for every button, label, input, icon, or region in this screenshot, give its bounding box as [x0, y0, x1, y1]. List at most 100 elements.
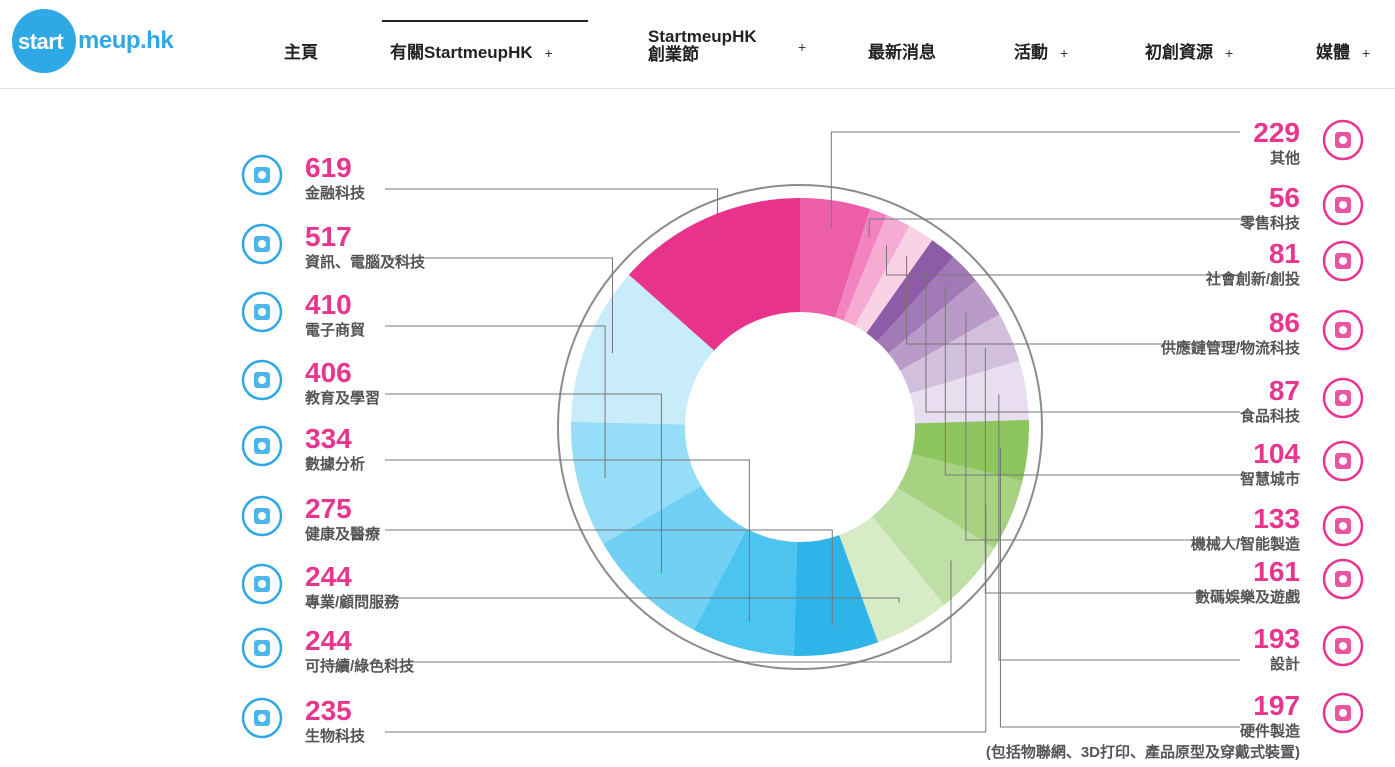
- connector-line-10: [385, 505, 987, 733]
- nav-home[interactable]: 主頁: [284, 38, 318, 63]
- plus-icon[interactable]: +: [1362, 45, 1371, 61]
- supply-chain-icon: [1322, 309, 1364, 351]
- connector-line-0: [830, 131, 1240, 228]
- connector-line-12: [385, 597, 900, 603]
- nav-festival[interactable]: StartmeupHK 創業節 +: [648, 27, 806, 64]
- donut-slice-12: [839, 516, 945, 643]
- category-label: 健康及醫療: [305, 525, 381, 543]
- donut-slice-4: [866, 240, 954, 342]
- ecommerce-flow-icon: [241, 291, 283, 333]
- plus-icon[interactable]: +: [1060, 45, 1069, 61]
- category-label: 智慧城市: [1240, 470, 1300, 488]
- connector-line-5: [944, 287, 1240, 476]
- donut-slice-9: [911, 419, 1029, 481]
- value-label: 161: [1253, 556, 1300, 587]
- value-label: 86: [1269, 307, 1300, 338]
- connector-line-4: [925, 269, 1240, 413]
- donut-slice-2: [843, 215, 910, 327]
- graduation-certificate-icon: [241, 359, 283, 401]
- category-sublabel: (包括物聯網、3D打印、產品原型及穿戴式裝置): [986, 743, 1300, 761]
- donut-slice-18: [628, 198, 800, 351]
- donut-slice-1: [835, 209, 887, 321]
- donut-slice-6: [888, 280, 1000, 371]
- category-label: 數碼娛樂及遊戲: [1195, 588, 1301, 606]
- connector-line-6: [965, 312, 1240, 541]
- active-nav-indicator: [382, 20, 588, 22]
- logo-circle: [12, 9, 76, 73]
- nav-media[interactable]: 媒體 +: [1316, 38, 1370, 63]
- outer-ring: [557, 184, 1043, 670]
- category-label: 零售科技: [1239, 214, 1301, 232]
- category-label: 金融科技: [304, 184, 366, 202]
- value-label: 229: [1253, 117, 1300, 148]
- smart-city-icon: [1322, 440, 1364, 482]
- atom-icon: [241, 697, 283, 739]
- connector-line-17: [385, 257, 613, 354]
- nav-festival-label-1: StartmeupHK: [648, 27, 757, 46]
- plant-flask-icon: [241, 627, 283, 669]
- donut-slice-0: [800, 198, 871, 318]
- plus-icon[interactable]: +: [798, 39, 807, 55]
- connector-line-8: [998, 394, 1240, 661]
- donut-slice-3: [855, 225, 933, 334]
- value-label: 104: [1253, 438, 1300, 469]
- connector-line-13: [385, 529, 833, 626]
- value-label: 517: [305, 221, 352, 252]
- globe-icon: [1322, 119, 1364, 161]
- value-label: 619: [305, 152, 352, 183]
- nav-news[interactable]: 最新消息: [868, 38, 936, 63]
- category-label: 機械人/智能製造: [1191, 535, 1300, 553]
- value-label: 244: [305, 561, 352, 592]
- nav-home-label: 主頁: [284, 43, 318, 62]
- connector-line-15: [385, 393, 662, 574]
- logo-text-meup: meup.hk: [78, 27, 174, 54]
- connector-line-18: [385, 188, 719, 244]
- nav-news-label: 最新消息: [868, 43, 936, 62]
- category-label: 可持續/綠色科技: [305, 657, 415, 675]
- connector-line-9: [999, 447, 1240, 728]
- chat-bubbles-icon: [1322, 240, 1364, 282]
- nav-events-label: 活動: [1014, 43, 1048, 62]
- devices-icon: [241, 223, 283, 265]
- donut-slice-13: [793, 535, 879, 656]
- donut-slice-17: [571, 274, 715, 425]
- consulting-icon: [241, 563, 283, 605]
- donut-slice-5: [877, 257, 976, 354]
- logo-text-start: start: [18, 29, 64, 54]
- category-label: 資訊、電腦及科技: [305, 253, 426, 271]
- data-analysis-icon: [241, 425, 283, 467]
- nav-resources[interactable]: 初創資源 +: [1145, 38, 1233, 63]
- value-label: 334: [305, 423, 352, 454]
- plus-icon[interactable]: +: [1225, 45, 1234, 61]
- nav-about[interactable]: 有關StartmeupHK +: [390, 38, 553, 63]
- gamepad-icon: [1322, 558, 1364, 600]
- value-label: 81: [1269, 238, 1300, 269]
- donut-slice-15: [603, 485, 747, 630]
- nav-media-label: 媒體: [1316, 43, 1350, 62]
- plus-icon[interactable]: +: [544, 45, 553, 61]
- nav-resources-label: 初創資源: [1145, 43, 1213, 62]
- category-label: 電子商貿: [305, 321, 365, 339]
- nav-about-label: 有關StartmeupHK: [390, 43, 533, 62]
- connector-line-3: [906, 255, 1240, 345]
- category-label: 其他: [1270, 149, 1300, 167]
- nav-events[interactable]: 活動 +: [1014, 38, 1068, 63]
- connector-line-16: [385, 325, 606, 479]
- value-label: 235: [305, 695, 352, 726]
- donut-slice-14: [693, 528, 797, 656]
- category-label: 供應鏈管理/物流科技: [1160, 339, 1301, 357]
- value-label: 197: [1253, 690, 1300, 721]
- shopping-bag-icon: [1322, 184, 1364, 226]
- site-header: start meup.hk 主頁 有關StartmeupHK + Startmeu…: [0, 0, 1395, 89]
- category-label: 硬件製造: [1240, 722, 1300, 740]
- value-label: 410: [305, 289, 352, 320]
- value-label: 193: [1253, 623, 1300, 654]
- startmeup-logo[interactable]: start meup.hk: [12, 9, 182, 77]
- category-label: 專業/顧問服務: [305, 593, 400, 611]
- design-board-icon: [1322, 625, 1364, 667]
- connector-line-11: [385, 560, 952, 663]
- category-label: 教育及學習: [304, 389, 380, 407]
- connector-line-1: [868, 218, 1240, 238]
- category-label: 生物科技: [305, 727, 366, 745]
